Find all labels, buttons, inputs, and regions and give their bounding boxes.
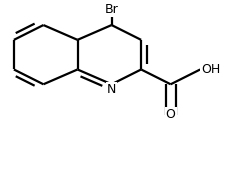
Text: Br: Br (104, 3, 118, 16)
Text: OH: OH (200, 63, 220, 76)
Text: O: O (165, 108, 175, 121)
Text: N: N (106, 83, 116, 96)
